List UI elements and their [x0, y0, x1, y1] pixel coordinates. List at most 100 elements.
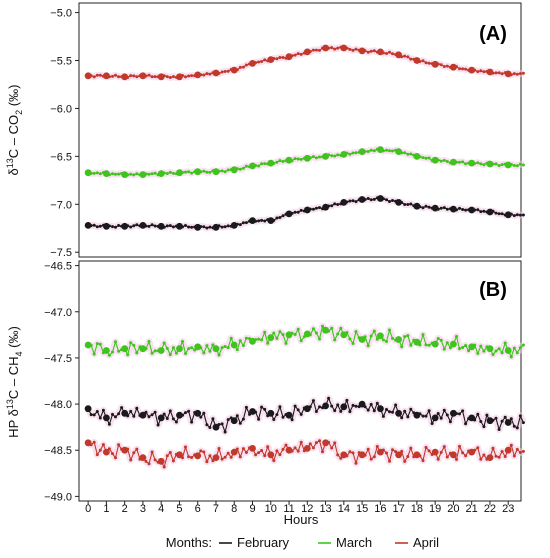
- data-point: [293, 53, 297, 57]
- x-tick-label: 14: [338, 503, 350, 515]
- hourly-mean-point: [84, 405, 92, 413]
- data-point: [333, 441, 337, 445]
- data-point: [150, 223, 154, 227]
- data-point: [333, 409, 337, 413]
- data-point: [199, 415, 203, 419]
- data-point: [372, 149, 376, 153]
- data-point: [117, 224, 121, 227]
- data-point: [500, 419, 504, 423]
- data-point: [296, 52, 300, 56]
- data-point: [330, 446, 334, 450]
- panel-b-y-tick-label: −49.0: [44, 491, 72, 503]
- data-point: [220, 169, 224, 173]
- data-point: [521, 213, 525, 217]
- data-point: [391, 149, 394, 153]
- data-point: [171, 346, 175, 350]
- data-point: [184, 75, 187, 79]
- data-point: [521, 163, 525, 167]
- hourly-mean-point: [103, 347, 110, 354]
- data-point: [366, 447, 370, 451]
- data-point: [208, 426, 212, 429]
- data-point: [129, 225, 133, 229]
- legend-title: Months:: [166, 535, 212, 550]
- hourly-mean-point: [340, 199, 348, 206]
- data-point: [238, 65, 242, 69]
- data-point: [427, 156, 431, 160]
- data-point: [226, 418, 230, 422]
- hourly-mean-point: [139, 72, 147, 80]
- hourly-mean-point: [450, 451, 457, 459]
- hourly-mean-point: [249, 408, 256, 415]
- data-point: [260, 218, 264, 222]
- hourly-mean-point: [176, 345, 183, 353]
- data-point: [181, 340, 184, 343]
- data-point: [95, 73, 99, 77]
- data-point: [461, 346, 465, 349]
- data-point: [314, 410, 318, 413]
- data-point: [135, 172, 139, 176]
- panel-a-y-tick-label: −6.0: [50, 103, 72, 115]
- data-point: [107, 422, 111, 426]
- hourly-mean-point: [285, 53, 293, 61]
- data-point: [348, 199, 352, 203]
- hourly-mean-point: [139, 222, 147, 229]
- panel-a: −5.0 −5.5 −6.0 −6.5 −7.0 −7.5 (A) δ13C – CO2 …: [5, 2, 525, 259]
- hourly-mean-point: [121, 222, 129, 230]
- data-point: [153, 171, 157, 175]
- data-point: [461, 160, 465, 164]
- hourly-mean-point: [468, 66, 476, 74]
- data-point: [205, 460, 209, 464]
- data-point: [299, 52, 303, 56]
- data-point: [476, 208, 480, 212]
- x-tick-label: 19: [429, 503, 441, 515]
- data-point: [98, 73, 102, 77]
- data-point: [409, 152, 413, 156]
- hourly-mean-point: [157, 170, 165, 178]
- hourly-mean-point: [176, 169, 183, 177]
- hourly-mean-point: [303, 154, 311, 162]
- hourly-mean-point: [84, 222, 92, 229]
- data-point: [129, 341, 133, 345]
- data-point: [455, 335, 458, 338]
- hourly-mean-point: [322, 326, 329, 334]
- data-point: [165, 346, 169, 350]
- hourly-mean-point: [504, 419, 512, 426]
- data-point: [318, 405, 321, 409]
- data-point: [278, 159, 282, 163]
- data-point: [494, 349, 498, 353]
- data-point: [263, 219, 267, 223]
- data-point: [229, 336, 233, 340]
- data-point: [512, 164, 516, 167]
- data-point: [421, 206, 425, 210]
- data-point: [406, 334, 410, 338]
- hourly-mean-point: [121, 446, 129, 454]
- data-point: [114, 340, 117, 344]
- data-point: [223, 430, 227, 434]
- data-point: [190, 346, 194, 350]
- data-point: [223, 225, 227, 229]
- panel-a-y-axis-label: δ13C – CO2 (‰): [5, 85, 24, 176]
- data-point: [424, 61, 428, 65]
- data-point: [351, 151, 355, 155]
- data-point: [318, 337, 321, 341]
- data-point: [244, 405, 248, 409]
- data-point: [135, 447, 139, 451]
- data-point: [482, 349, 486, 353]
- hourly-mean-point: [340, 44, 348, 52]
- data-point: [147, 462, 151, 466]
- hourly-mean-point: [431, 340, 439, 348]
- data-point: [107, 447, 111, 451]
- data-point: [318, 155, 321, 159]
- data-point: [299, 157, 303, 161]
- hourly-mean-point: [413, 153, 421, 160]
- data-point: [385, 198, 388, 202]
- data-point: [518, 72, 522, 76]
- hourly-mean-point: [450, 158, 457, 166]
- x-tick-label: 16: [374, 503, 386, 515]
- data-point: [400, 345, 404, 349]
- data-point: [448, 346, 452, 350]
- data-point: [391, 52, 394, 56]
- data-point: [409, 407, 413, 411]
- data-point: [464, 208, 468, 212]
